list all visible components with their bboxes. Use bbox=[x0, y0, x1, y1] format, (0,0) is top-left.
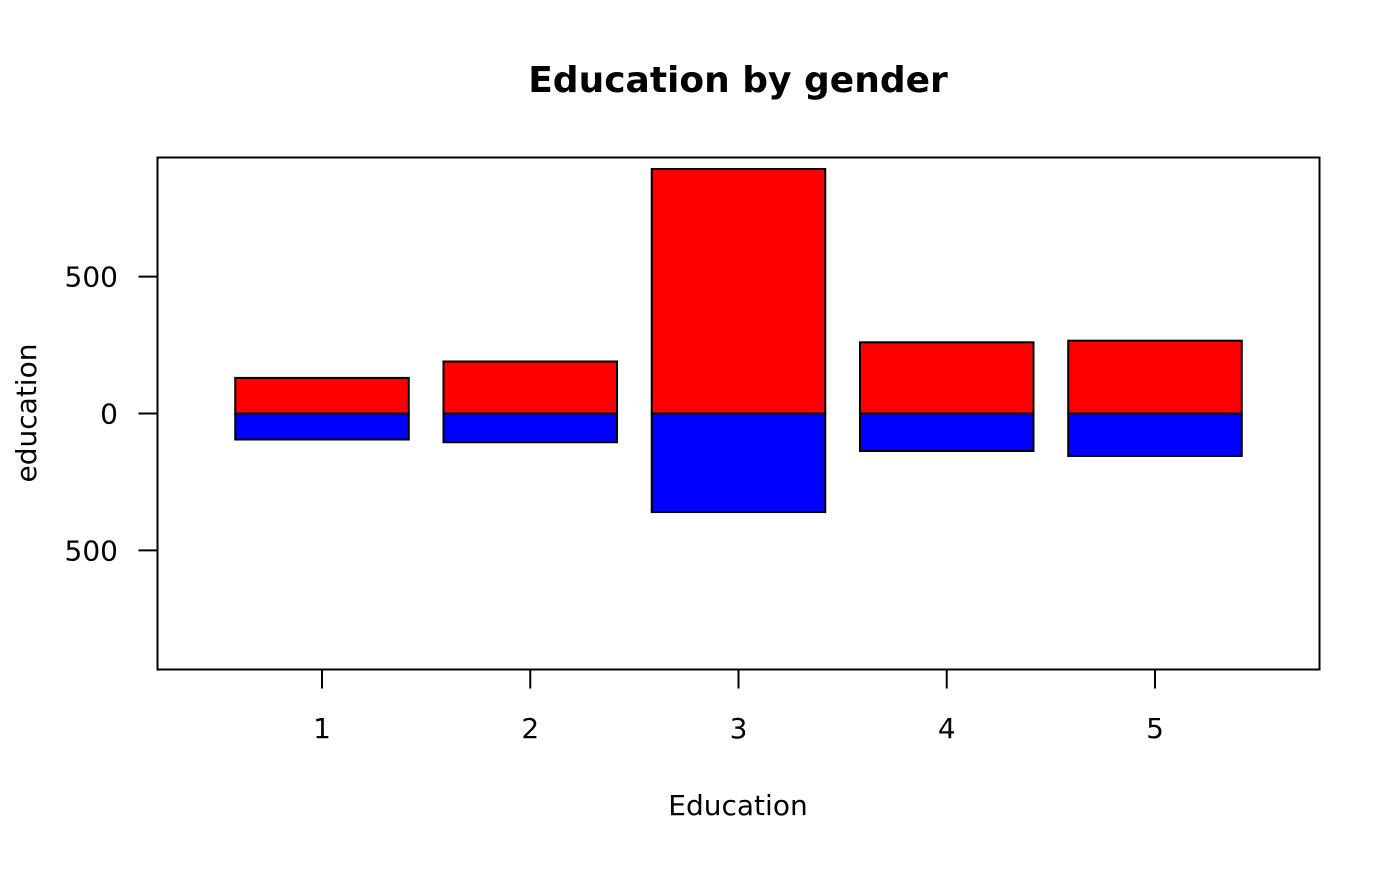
x-tick-label-1: 1 bbox=[313, 712, 331, 745]
bar-negative-3 bbox=[650, 412, 827, 514]
bar-positive-2 bbox=[442, 360, 619, 415]
bar-negative-4 bbox=[858, 412, 1035, 453]
chart-title: Education by gender bbox=[528, 60, 948, 101]
y-tick-label-1: 0 bbox=[100, 398, 118, 431]
y-axis-label: education bbox=[10, 344, 43, 483]
bar-positive-1 bbox=[234, 376, 410, 415]
x-tick-label-2: 2 bbox=[521, 712, 539, 745]
bar-negative-2 bbox=[442, 412, 619, 444]
bar-negative-1 bbox=[234, 412, 410, 441]
y-tick-label-0: 500 bbox=[65, 261, 118, 294]
x-tick-label-3: 3 bbox=[730, 712, 748, 745]
y-axis: 500 0 500 bbox=[65, 261, 158, 567]
y-tick-label-2: 500 bbox=[65, 534, 118, 567]
bar-negative-5 bbox=[1067, 412, 1243, 457]
x-tick-label-5: 5 bbox=[1146, 712, 1164, 745]
x-axis-label: Education bbox=[668, 789, 807, 822]
bars-layer bbox=[234, 167, 1243, 514]
bar-positive-5 bbox=[1067, 339, 1243, 415]
bar-positive-4 bbox=[858, 341, 1035, 415]
bar-positive-3 bbox=[650, 167, 827, 415]
x-tick-label-4: 4 bbox=[938, 712, 956, 745]
x-axis: 1 2 3 4 5 bbox=[313, 669, 1164, 745]
